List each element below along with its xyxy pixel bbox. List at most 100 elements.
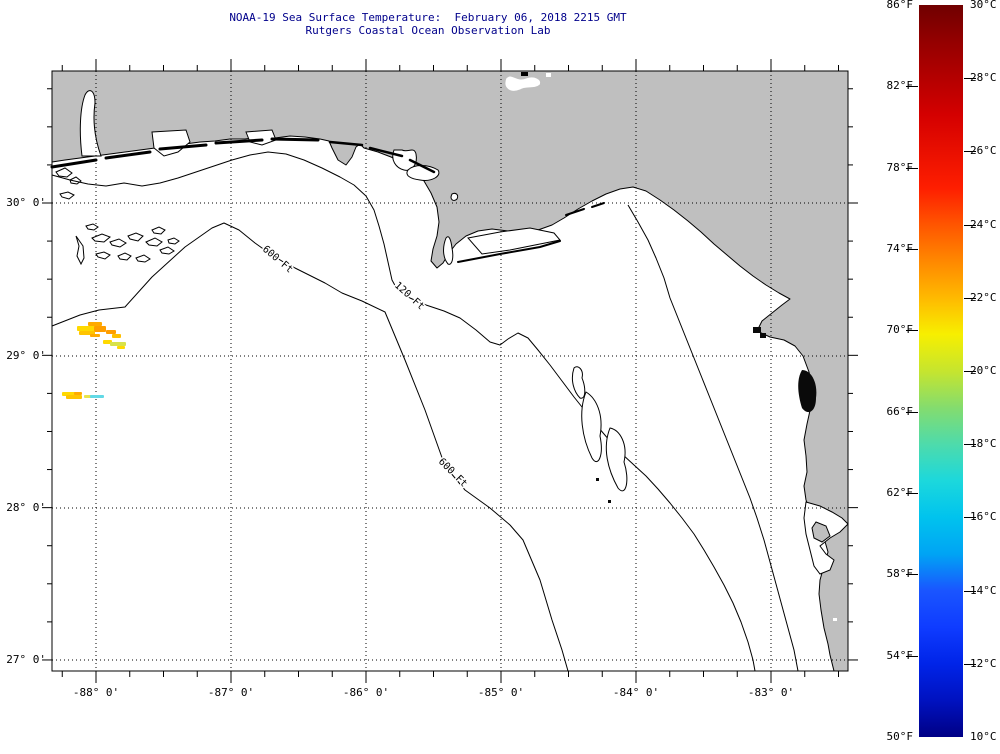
sst-patch	[90, 334, 100, 337]
marsh-island	[117, 252, 132, 261]
colorbar-label-celsius: 10°C	[970, 730, 997, 743]
middle-grounds-loop	[571, 366, 586, 399]
axis-ticks	[42, 59, 858, 683]
colorbar-label-fahrenheit: 70°F	[886, 323, 914, 337]
colorbar-label-celsius: 30°C	[970, 0, 997, 11]
marsh-island	[127, 232, 144, 242]
sst-patch	[110, 342, 126, 346]
dark-sst-spot	[596, 478, 599, 481]
colorbar-tick	[964, 151, 976, 153]
barrier-island	[158, 143, 208, 151]
inland-lake-dot	[546, 73, 551, 77]
barrier-island	[50, 158, 98, 169]
sst-patch	[90, 395, 104, 398]
marsh-island	[151, 226, 166, 235]
colorbar-tick	[906, 330, 918, 332]
dark-sst-blob	[798, 370, 817, 413]
barrier-island	[214, 138, 264, 145]
colorbar-label-celsius: 18°C	[970, 437, 997, 451]
contour-120ft	[51, 151, 756, 672]
colorbar-tick	[906, 574, 918, 576]
y-axis-label: 30° 0'	[6, 196, 46, 209]
colorbar-tick	[906, 493, 918, 494]
colorbar-label-celsius: 16°C	[970, 510, 997, 524]
sst-patch	[66, 395, 82, 399]
colorbar-label-celsius: 14°C	[970, 583, 997, 597]
marsh-island	[145, 237, 163, 247]
x-axis-label: -84° 0'	[612, 686, 660, 699]
colorbar-tick	[964, 78, 976, 80]
colorbar-label-fahrenheit: 78°F	[886, 160, 914, 174]
colorbar-tick	[906, 249, 918, 250]
depth-contours	[51, 151, 799, 672]
inland-lake	[504, 75, 542, 92]
sst-patch	[77, 326, 97, 331]
colorbar-label-celsius: 22°C	[970, 290, 997, 304]
marsh-island	[95, 251, 111, 260]
plot-border	[51, 70, 849, 672]
coastal-pond	[833, 618, 837, 621]
x-axis-label: -83° 0'	[747, 686, 795, 699]
colorbar-label-fahrenheit: 74°F	[886, 242, 914, 255]
barrier-islands	[50, 137, 605, 263]
x-axis-label: -88° 0'	[72, 686, 120, 699]
delta-marsh	[55, 167, 459, 266]
dog-island	[591, 202, 605, 208]
tampa-bay-island	[811, 521, 831, 543]
apalachicola-spit	[457, 240, 561, 263]
barrier-island	[104, 150, 152, 160]
colorbar-tick	[906, 86, 918, 88]
grid-layer	[52, 71, 848, 671]
barrier-island	[368, 146, 404, 158]
colorbar-label-fahrenheit: 86°F	[886, 0, 914, 11]
colorbar-tick	[906, 411, 918, 413]
y-axis-label: 28° 0'	[6, 501, 46, 514]
y-axis-label: 29° 0'	[6, 349, 46, 362]
dark-sst-pixels	[596, 327, 817, 503]
sst-patch	[103, 340, 112, 344]
contour-60ft-east	[627, 204, 799, 672]
barrier-island	[328, 140, 364, 147]
colorbar-label-fahrenheit: 66°F	[886, 404, 914, 418]
colorbar-label-fahrenheit: 54°F	[886, 648, 914, 662]
marsh-island	[159, 246, 175, 255]
x-axis-label: -85° 0'	[477, 686, 525, 699]
small-island	[450, 192, 459, 201]
colorbar-tick	[964, 297, 976, 299]
y-axis-label: 27° 0'	[6, 653, 46, 666]
x-axis-label: -86° 0'	[342, 686, 390, 699]
dark-sst-spot	[753, 327, 761, 333]
middle-grounds-loop	[605, 427, 628, 492]
middle-grounds-loop	[581, 391, 602, 463]
colorbar-label-celsius: 12°C	[970, 656, 997, 670]
colorbar-label-celsius: 26°C	[970, 144, 997, 158]
sst-patch	[88, 322, 102, 326]
land-layer	[51, 70, 849, 672]
sst-patch	[74, 392, 82, 395]
colorbar-label-celsius: 24°C	[970, 217, 997, 231]
colorbar-label-celsius: 28°C	[970, 71, 997, 85]
dog-island	[565, 208, 585, 216]
colorbar-label-fahrenheit: 58°F	[886, 567, 914, 581]
colorbar-tick	[906, 167, 918, 169]
map-title: NOAA-19 Sea Surface Temperature: Februar…	[229, 11, 627, 24]
marsh-island	[167, 237, 180, 245]
dark-sst-spot	[608, 500, 611, 503]
marsh-island	[91, 233, 111, 243]
colorbar-label-celsius: 20°C	[970, 364, 997, 377]
marsh-island	[55, 167, 73, 178]
map-subtitle: Rutgers Coastal Ocean Observation Lab	[305, 24, 551, 37]
colorbar-tick	[964, 590, 976, 592]
colorbar-tick	[964, 224, 976, 226]
st-joseph-bay	[443, 236, 454, 265]
mainland-coast	[51, 70, 849, 672]
colorbar-label-fahrenheit: 62°F	[886, 486, 914, 499]
colorbar-tick	[906, 655, 918, 657]
colorbar-tick	[964, 663, 976, 665]
colorbar-tick	[964, 517, 976, 519]
marsh-island	[75, 235, 85, 266]
contour-600ft	[51, 222, 569, 672]
colorbar-label-fahrenheit: 82°F	[886, 79, 914, 93]
sst-patch	[94, 326, 106, 332]
